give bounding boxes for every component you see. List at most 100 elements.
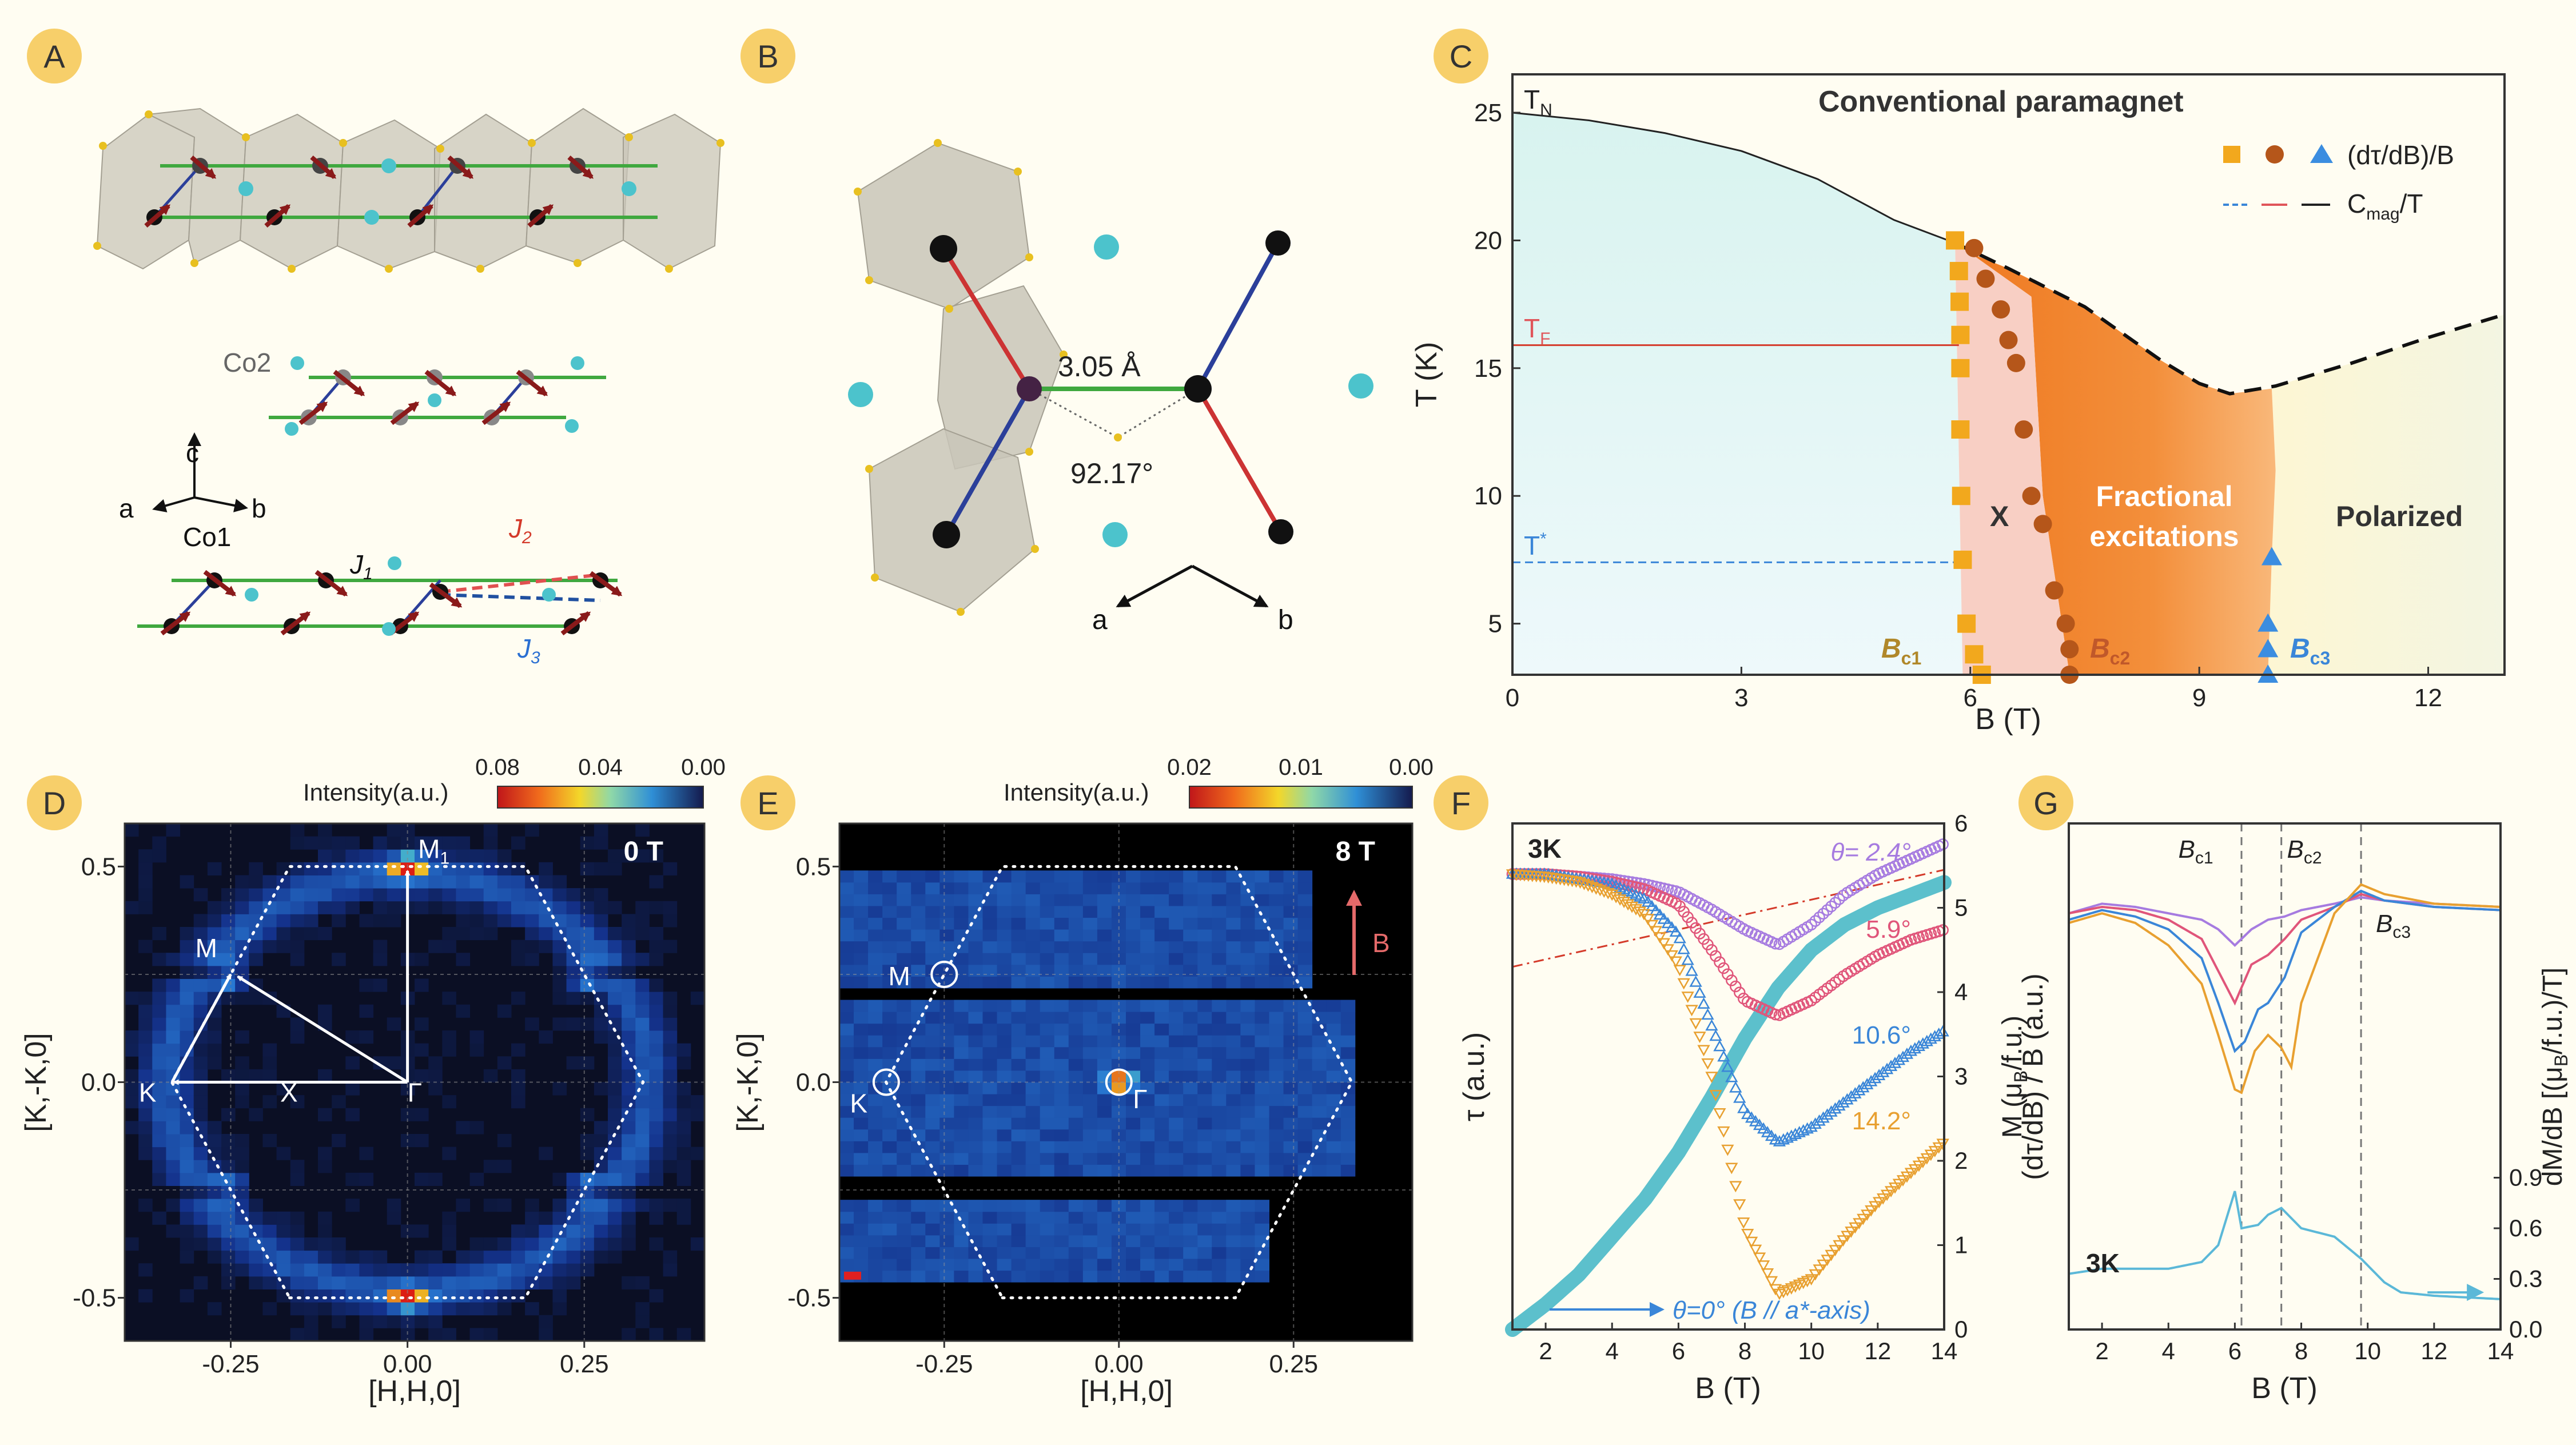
recip-arrow-1 [237,975,408,1084]
bond-angle-label: 92.17° [1070,457,1153,489]
tn-label: TN [1524,85,1552,120]
bc2-line-label: Bc2 [2287,835,2322,867]
x-axis-label-g: B (T) [2251,1372,2318,1405]
bc2-circle-0 [1965,238,1984,257]
bc1-square-5 [1951,420,1970,439]
chain-atoms [93,110,724,273]
gamma-point-label-d: Γ [408,1077,422,1107]
y-tick-c-2: 15 [1474,355,1502,383]
temperature-label-f: 3K [1528,834,1562,863]
co1-label: Co1 [183,522,231,552]
panel-letter-d: D [27,775,82,830]
colorbar-e: Intensity(a.u.) 0.02 0.01 0.00 [1004,755,1434,809]
tn-line [1512,112,1956,244]
bc2-circle-5 [2014,420,2033,439]
y-tick-c-1: 10 [1474,482,1502,510]
dtau-curve-1 [2068,893,2501,1006]
colorbar-d-title: Intensity(a.u.) [303,779,448,806]
bc1-square-1 [1949,262,1968,281]
x-tick-d-2: 0.25 [560,1350,609,1378]
bc2-circle-9 [2056,614,2075,633]
k-circle-e [872,1068,900,1096]
phase-lines [1512,112,2505,563]
x-tick-g-6: 14 [2487,1337,2514,1364]
co2-label: Co2 [223,348,271,377]
m-point-label: M [196,933,217,963]
co1-layer: Co1 J1 J2 J3 [137,513,623,667]
polarized-label: Polarized [2336,500,2463,532]
series-label-2p4: θ= 2.4° [1830,838,1911,866]
x-axis-label-f: B (T) [1695,1372,1761,1405]
y-tick-e-1: 0.0 [796,1069,831,1097]
bc3-triangle-1 [2258,613,2279,632]
field-label-e: 8 T [1336,837,1375,867]
axes-b: a b [1092,564,1293,635]
bc1-square-3 [1951,325,1970,344]
svg-text:D: D [43,785,66,821]
x-tick-f-2: 6 [1672,1337,1685,1364]
tstar-label: T* [1524,530,1547,560]
x-tick-e-1: 0.00 [1094,1350,1144,1378]
x-tick-c-4: 12 [2414,684,2442,712]
svg-text:C: C [1450,38,1472,74]
y-tick-c-0: 5 [1488,610,1502,638]
svg-text:F: F [1451,785,1471,821]
axes-triad-a: c a b [119,432,266,523]
colorbar-e-tick-1: 0.01 [1279,755,1323,780]
y2-tick-f-0: 0 [1954,1316,1968,1343]
cmag-boundary [1954,241,2505,396]
j2-label: J2 [508,513,532,547]
legend-triangle-marker [2310,144,2333,163]
x-tick-f-0: 2 [1539,1337,1552,1364]
field-label-d: 0 T [624,837,663,867]
bc1-label: Bc1 [1881,634,1921,668]
j3-label: J3 [517,634,540,667]
y-tick-e-2: -0.5 [787,1284,831,1312]
svg-text:E: E [757,785,778,821]
colorbar-d-tick-1: 0.04 [578,755,623,780]
derivative-series [2068,823,2501,1329]
y-axis-label-d: [K,-K,0] [19,1033,53,1132]
bc3-triangle-0 [2261,547,2282,566]
y2-axis-label-f: M (μB/f.u.) [1997,1016,2031,1138]
legend-square-marker [2223,146,2240,163]
bc2-circle-8 [2045,581,2064,600]
region-fractional [1970,253,2276,675]
colorbar-d-gradient [497,786,704,809]
panel-d-map: Intensity(a.u.) 0.08 0.04 0.00 M1 M K X Γ -0… [19,755,726,1408]
panel-letter-f: F [1434,775,1488,830]
y2-tick-g-2: 0.6 [2509,1215,2542,1241]
atoms-b [848,139,1373,616]
x-tick-g-4: 10 [2354,1337,2381,1364]
bc2-circle-4 [2006,353,2025,372]
plot-frame-g [2068,822,2502,1331]
svg-text:B: B [757,38,778,74]
x-tick-g-5: 12 [2420,1337,2447,1364]
gamma-circle-e [1105,1068,1133,1096]
torque-series [1505,838,1952,1337]
bc3-triangle-2 [2258,639,2279,658]
y2-tick-f-1: 1 [1954,1232,1968,1259]
x-phase-label: X [1990,500,2009,532]
y2-tick-g-0: 0.0 [2509,1316,2542,1343]
bc2-label: Bc2 [2090,634,2130,668]
panel-letter-a: A [27,29,82,83]
x-tick-d-0: -0.25 [202,1350,259,1378]
fractional-label-1: Fractional [2096,480,2233,512]
y-tick-d-1: 0.0 [81,1069,116,1097]
x-tick-c-1: 3 [1734,684,1748,712]
bc2-circle-1 [1976,269,1995,288]
y2-tick-f-4: 4 [1954,978,1968,1005]
axes-g: 2 4 6 8 10 12 140.0 0.3 0.6 0.9 [2095,1164,2542,1365]
series-label-10p6: 10.6° [1852,1021,1911,1049]
x-tick-f-3: 8 [1738,1337,1751,1364]
y2-tick-f-3: 3 [1954,1063,1968,1090]
m-point-label-e: M [889,961,910,991]
y-tick-e-0: 0.5 [796,853,831,881]
colorbar-d-tick-2: 0.00 [681,755,726,780]
bc2-circle-10 [2060,640,2079,659]
y2-tick-g-1: 0.3 [2509,1265,2542,1292]
y2-axis-label-g: dM/dB [(μB/f.u.)/T] [2538,968,2571,1186]
